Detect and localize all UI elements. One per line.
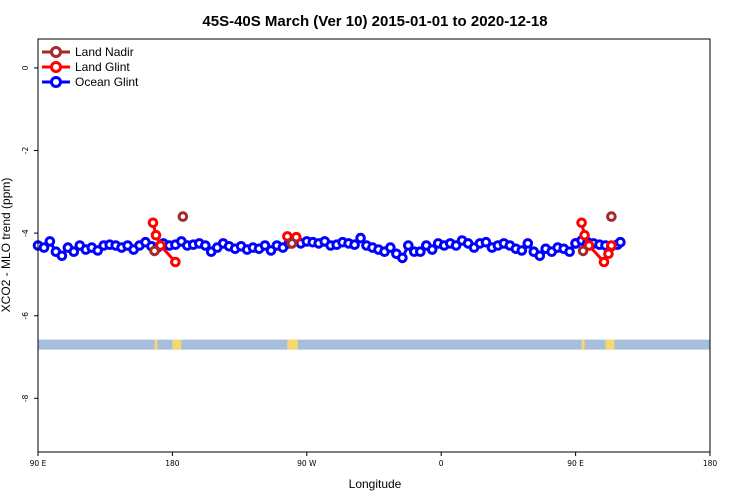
ocean-glint-0-point-53: [349, 239, 360, 250]
land-nadir-point-4: [606, 211, 617, 222]
land-glint-0-point-0: [147, 217, 159, 229]
ocean-glint-0-point-89: [564, 246, 575, 257]
x-tick-label-5: 180: [703, 459, 718, 468]
ocean-glint-0-point-84: [534, 250, 546, 262]
y-tick-label-1: -2: [21, 147, 30, 155]
y-tick-label-3: -6: [21, 312, 30, 320]
ocean-glint-0-point-6: [68, 246, 80, 257]
chart-title: 45S-40S March (Ver 10) 2015-01-01 to 202…: [202, 13, 547, 30]
y-axis-label: XCO2 - MLO trend (ppm): [0, 178, 13, 313]
x-axis: 90 E 180 90 W 0 90 E 180: [30, 452, 718, 468]
land-glint-0-point-2: [155, 240, 166, 251]
y-tick-label-0: 0: [21, 65, 30, 70]
land-nadir-point-1: [177, 211, 189, 222]
land-band-4: [605, 339, 615, 350]
land-glint-0-point-3: [170, 256, 181, 268]
legend-label-land-nadir: Land Nadir: [75, 45, 134, 59]
ocean-glint-0-point-82: [522, 238, 534, 249]
x-tick-label-1: 180: [165, 459, 180, 468]
ocean-glint-0-point-61: [397, 252, 408, 264]
ocean-band: [38, 339, 710, 350]
ocean-glint-0-point-59: [385, 242, 396, 253]
land-glint-2-point-4: [603, 248, 614, 260]
series-layer: [32, 211, 626, 268]
ocean-glint-0-point-66: [426, 244, 438, 255]
land-glint-2-point-3: [598, 256, 610, 268]
land-glint-2-point-1: [579, 229, 590, 241]
land-glint-2-point-0: [576, 217, 587, 229]
land-glint-line-0: [151, 222, 177, 264]
land-glint-2-point-2: [583, 240, 595, 251]
land-band-1: [172, 339, 182, 350]
legend-label-ocean-glint: Ocean Glint: [75, 75, 139, 89]
x-tick-label-4: 90 E: [567, 459, 584, 468]
x-tick-label-3: 0: [439, 459, 444, 468]
land-band-3: [581, 339, 585, 350]
legend-item-ocean-glint: Ocean Glint: [42, 75, 139, 89]
legend: Land Nadir Land Glint Ocean Glint: [42, 45, 139, 89]
ocean-glint-0-point-28: [200, 240, 211, 251]
x-tick-label-0: 90 E: [30, 459, 47, 468]
legend-item-land-glint: Land Glint: [42, 60, 130, 74]
land-band-0: [154, 339, 158, 350]
land-glint-0-point-1: [150, 229, 162, 241]
surface-band: [38, 339, 710, 350]
x-tick-label-2: 90 W: [297, 459, 317, 468]
ocean-glint-0-point-62: [403, 240, 414, 251]
ocean-glint-0-point-2: [44, 236, 56, 247]
ocean-glint-1-point-8: [615, 236, 626, 248]
y-tick-label-2: -4: [21, 229, 30, 237]
ocean-glint-0-point-54: [355, 232, 366, 244]
land-glint-2-point-5: [606, 240, 617, 251]
land-nadir-point-0: [149, 245, 160, 257]
plot-frame: [37, 38, 711, 453]
y-tick-label-4: -8: [21, 394, 30, 402]
land-nadir-point-3: [577, 245, 589, 257]
ocean-glint-0-point-64: [415, 246, 426, 257]
ocean-glint-0-point-75: [480, 236, 492, 248]
land-band-2: [287, 339, 298, 350]
x-axis-label: Longitude: [349, 477, 402, 491]
ocean-glint-0-point-81: [516, 245, 528, 256]
land-nadir-point-2: [286, 238, 298, 249]
legend-item-land-nadir: Land Nadir: [42, 45, 134, 59]
ocean-glint-0-point-1: [38, 242, 50, 253]
legend-label-land-glint: Land Glint: [75, 60, 130, 74]
ocean-glint-0-point-4: [56, 250, 68, 262]
y-axis: 0 -2 -4 -6 -8: [21, 65, 38, 402]
